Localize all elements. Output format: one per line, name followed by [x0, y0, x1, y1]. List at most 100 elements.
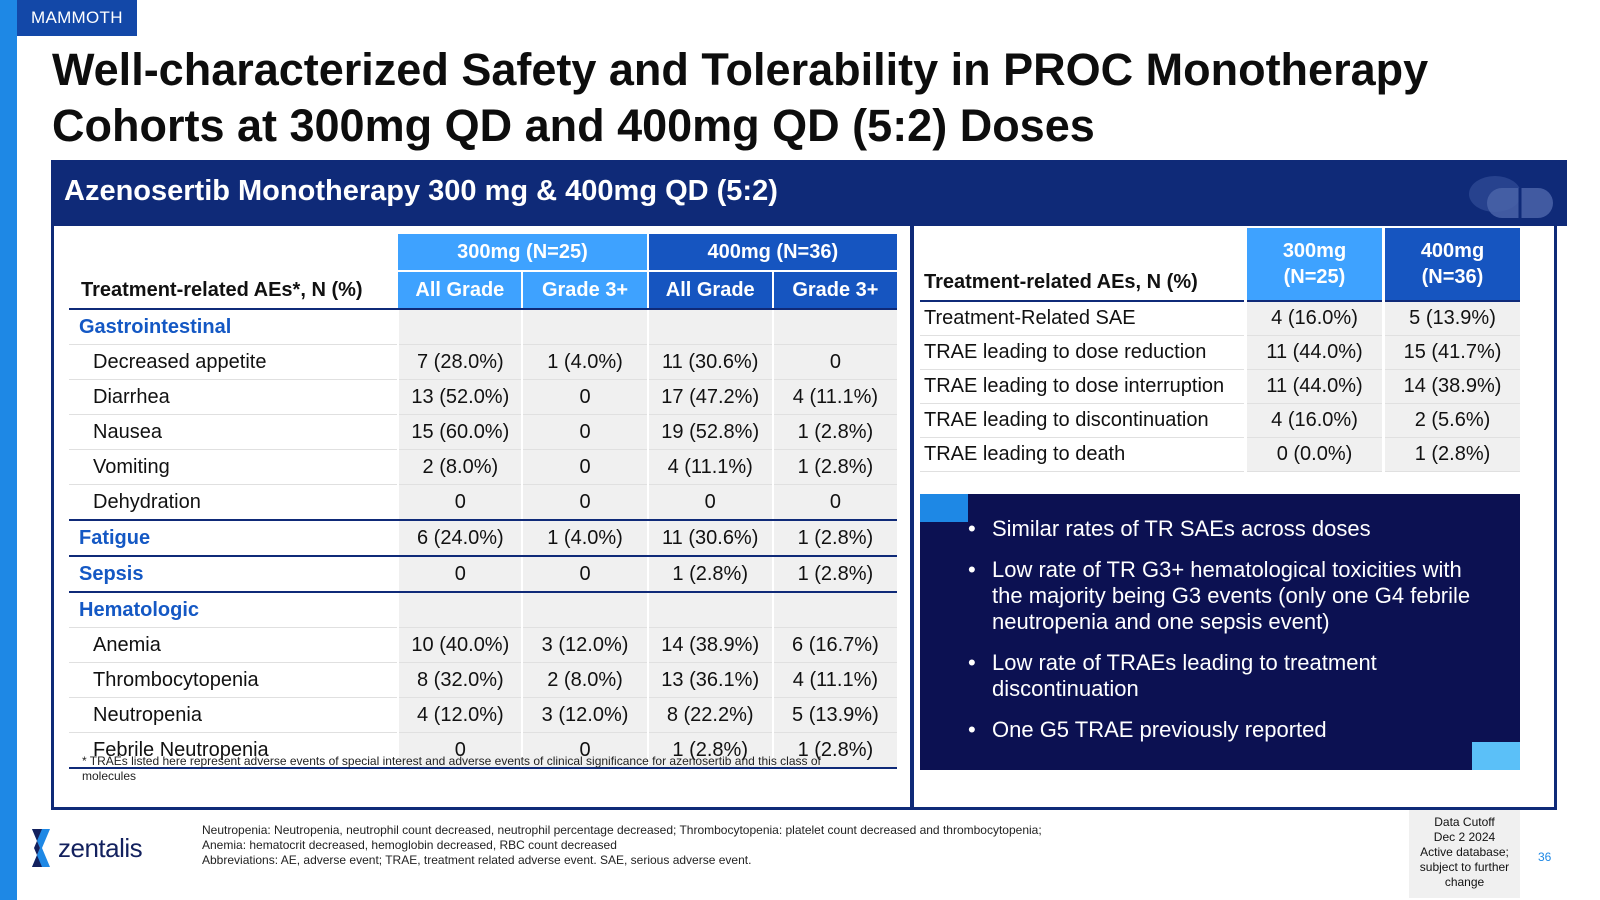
list-item: • Low rate of TRAEs leading to treatment …	[968, 650, 1488, 702]
table-footnote: * TRAEs listed here represent adverse ev…	[82, 754, 821, 783]
row-label: TRAE leading to dose interruption	[920, 369, 1246, 404]
cutoff-line: change	[1444, 875, 1485, 889]
group-header-300mg: 300mg (N=25)	[398, 234, 649, 272]
cell-value: 0	[771, 344, 897, 380]
cell-value: 0	[521, 379, 648, 415]
cell-value: 4 (11.1%)	[771, 662, 897, 698]
cell-value: 17 (47.2%)	[646, 379, 773, 415]
row-label: TRAE leading to discontinuation	[920, 403, 1246, 438]
cell-value: 1 (2.8%)	[771, 449, 897, 485]
table-row: Vomiting 2 (8.0%) 0 4 (11.1%) 1 (2.8%)	[69, 449, 897, 485]
trae-summary-table: Treatment-related AEs, N (%) 300mg (N=25…	[920, 228, 1520, 472]
table-row: Dehydration 0 0 0 0	[69, 484, 897, 521]
capsule-icon	[1469, 176, 1553, 218]
cell-value	[521, 592, 648, 628]
cell-value: 1 (4.0%)	[521, 344, 648, 380]
row-label: Thrombocytopenia	[69, 662, 399, 698]
left-accent-bar	[0, 0, 17, 900]
cell-value: 7 (28.0%)	[397, 344, 523, 380]
cell-value: 0 (0.0%)	[1244, 437, 1384, 472]
cell-value: 0	[397, 556, 523, 593]
cell-value	[771, 592, 897, 628]
table-row: TRAE leading to discontinuation 4 (16.0%…	[920, 403, 1520, 438]
table-row: Treatment-Related SAE 4 (16.0%) 5 (13.9%…	[920, 301, 1520, 336]
table-row: Decreased appetite 7 (28.0%) 1 (4.0%) 11…	[69, 344, 897, 380]
brand-tag: MAMMOTH	[17, 0, 137, 36]
cell-value: 6 (16.7%)	[771, 627, 897, 663]
table-row: Febrile Neutropenia 0 0 1 (2.8%) 1 (2.8%…	[69, 732, 897, 769]
cell-value: 1 (2.8%)	[646, 556, 773, 593]
key-takeaways-callout: • Similar rates of TR SAEs across doses •…	[920, 494, 1520, 770]
cell-value: 5 (13.9%)	[771, 697, 897, 733]
col-400-all-grade: All Grade	[647, 271, 774, 310]
cell-value: 1 (4.0%)	[521, 520, 648, 557]
note-line: Abbreviations: AE, adverse event; TRAE, …	[202, 853, 752, 867]
cell-value: 0	[521, 732, 648, 769]
col-300-n: (N=25)	[1283, 266, 1346, 288]
title-line-2: Cohorts at 300mg QD and 400mg QD (5:2) D…	[52, 100, 1095, 151]
table-row: Neutropenia 4 (12.0%) 3 (12.0%) 8 (22.2%…	[69, 697, 897, 733]
list-item: • One G5 TRAE previously reported	[968, 717, 1488, 743]
cell-value: 8 (22.2%)	[646, 697, 773, 733]
cell-value: 15 (60.0%)	[397, 414, 523, 450]
row-label: Anemia	[69, 627, 399, 663]
cell-value: 14 (38.9%)	[1382, 369, 1520, 404]
table-row: Gastrointestinal	[69, 309, 897, 345]
cell-value: 1 (2.8%)	[771, 520, 897, 557]
table-row: Sepsis 0 0 1 (2.8%) 1 (2.8%)	[69, 556, 897, 593]
cell-value: 0	[397, 732, 523, 769]
cell-value: 1 (2.8%)	[646, 732, 773, 769]
cell-value	[771, 309, 897, 345]
category-label: Hematologic	[69, 592, 399, 628]
cell-value: 0	[521, 414, 648, 450]
note-line: Anemia: hematocrit decreased, hemoglobin…	[202, 838, 617, 852]
cell-value: 11 (44.0%)	[1244, 335, 1384, 370]
logo-wordmark: zentalis	[58, 832, 143, 863]
section-banner: Azenosertib Monotherapy 300 mg & 400mg Q…	[51, 160, 1567, 226]
row-label: Dehydration	[69, 484, 399, 521]
row-label: Febrile Neutropenia	[69, 732, 399, 769]
cell-value: 19 (52.8%)	[646, 414, 773, 450]
cell-value: 0	[397, 484, 523, 521]
cell-value	[646, 592, 773, 628]
cutoff-line: Dec 2 2024	[1433, 830, 1496, 844]
col-header-400mg: 400mg (N=36)	[1382, 228, 1520, 302]
cell-value: 1 (2.8%)	[771, 556, 897, 593]
cell-value: 2 (5.6%)	[1382, 403, 1520, 438]
cell-value: 4 (11.1%)	[771, 379, 897, 415]
cell-value: 0	[771, 484, 897, 521]
cell-value: 2 (8.0%)	[397, 449, 523, 485]
row-label: TRAE leading to death	[920, 437, 1246, 472]
row-label: Treatment-Related SAE	[920, 301, 1246, 336]
cell-value: 4 (16.0%)	[1244, 403, 1384, 438]
cell-value	[397, 309, 523, 345]
row-label: Decreased appetite	[69, 344, 399, 380]
title-line-1: Well-characterized Safety and Tolerabili…	[52, 44, 1429, 95]
cell-value: 0	[521, 484, 648, 521]
cell-value: 10 (40.0%)	[397, 627, 523, 663]
cell-value: 6 (24.0%)	[397, 520, 523, 557]
trae-table-body: Treatment-Related SAE 4 (16.0%) 5 (13.9%…	[920, 301, 1520, 472]
banner-title: Azenosertib Monotherapy 300 mg & 400mg Q…	[64, 175, 778, 207]
cutoff-line: Active database;	[1420, 845, 1509, 859]
cell-value: 0	[646, 484, 773, 521]
bullet-text: Similar rates of TR SAEs across doses	[992, 516, 1371, 541]
note-line: Neutropenia: Neutropenia, neutrophil cou…	[202, 823, 1042, 837]
row-label: Vomiting	[69, 449, 399, 485]
bullet-icon: •	[968, 717, 976, 742]
cell-value: 3 (12.0%)	[521, 627, 648, 663]
bullet-text: One G5 TRAE previously reported	[992, 717, 1327, 742]
ae-grade-table: Treatment-related AEs*, N (%) 300mg (N=2…	[69, 234, 897, 769]
zentalis-logo-icon	[32, 829, 50, 867]
bullet-icon: •	[968, 516, 976, 541]
cell-value	[521, 309, 648, 345]
callout-accent-bottom	[1472, 742, 1520, 770]
cell-value: 11 (30.6%)	[646, 520, 773, 557]
cell-value: 13 (52.0%)	[397, 379, 523, 415]
row-label: TRAE leading to dose reduction	[920, 335, 1246, 370]
takeaway-list: • Similar rates of TR SAEs across doses •…	[968, 516, 1488, 758]
col-header-300mg: 300mg (N=25)	[1244, 228, 1384, 302]
list-item: • Similar rates of TR SAEs across doses	[968, 516, 1488, 542]
cell-value: 11 (44.0%)	[1244, 369, 1384, 404]
cell-value: 1 (2.8%)	[1382, 437, 1520, 472]
